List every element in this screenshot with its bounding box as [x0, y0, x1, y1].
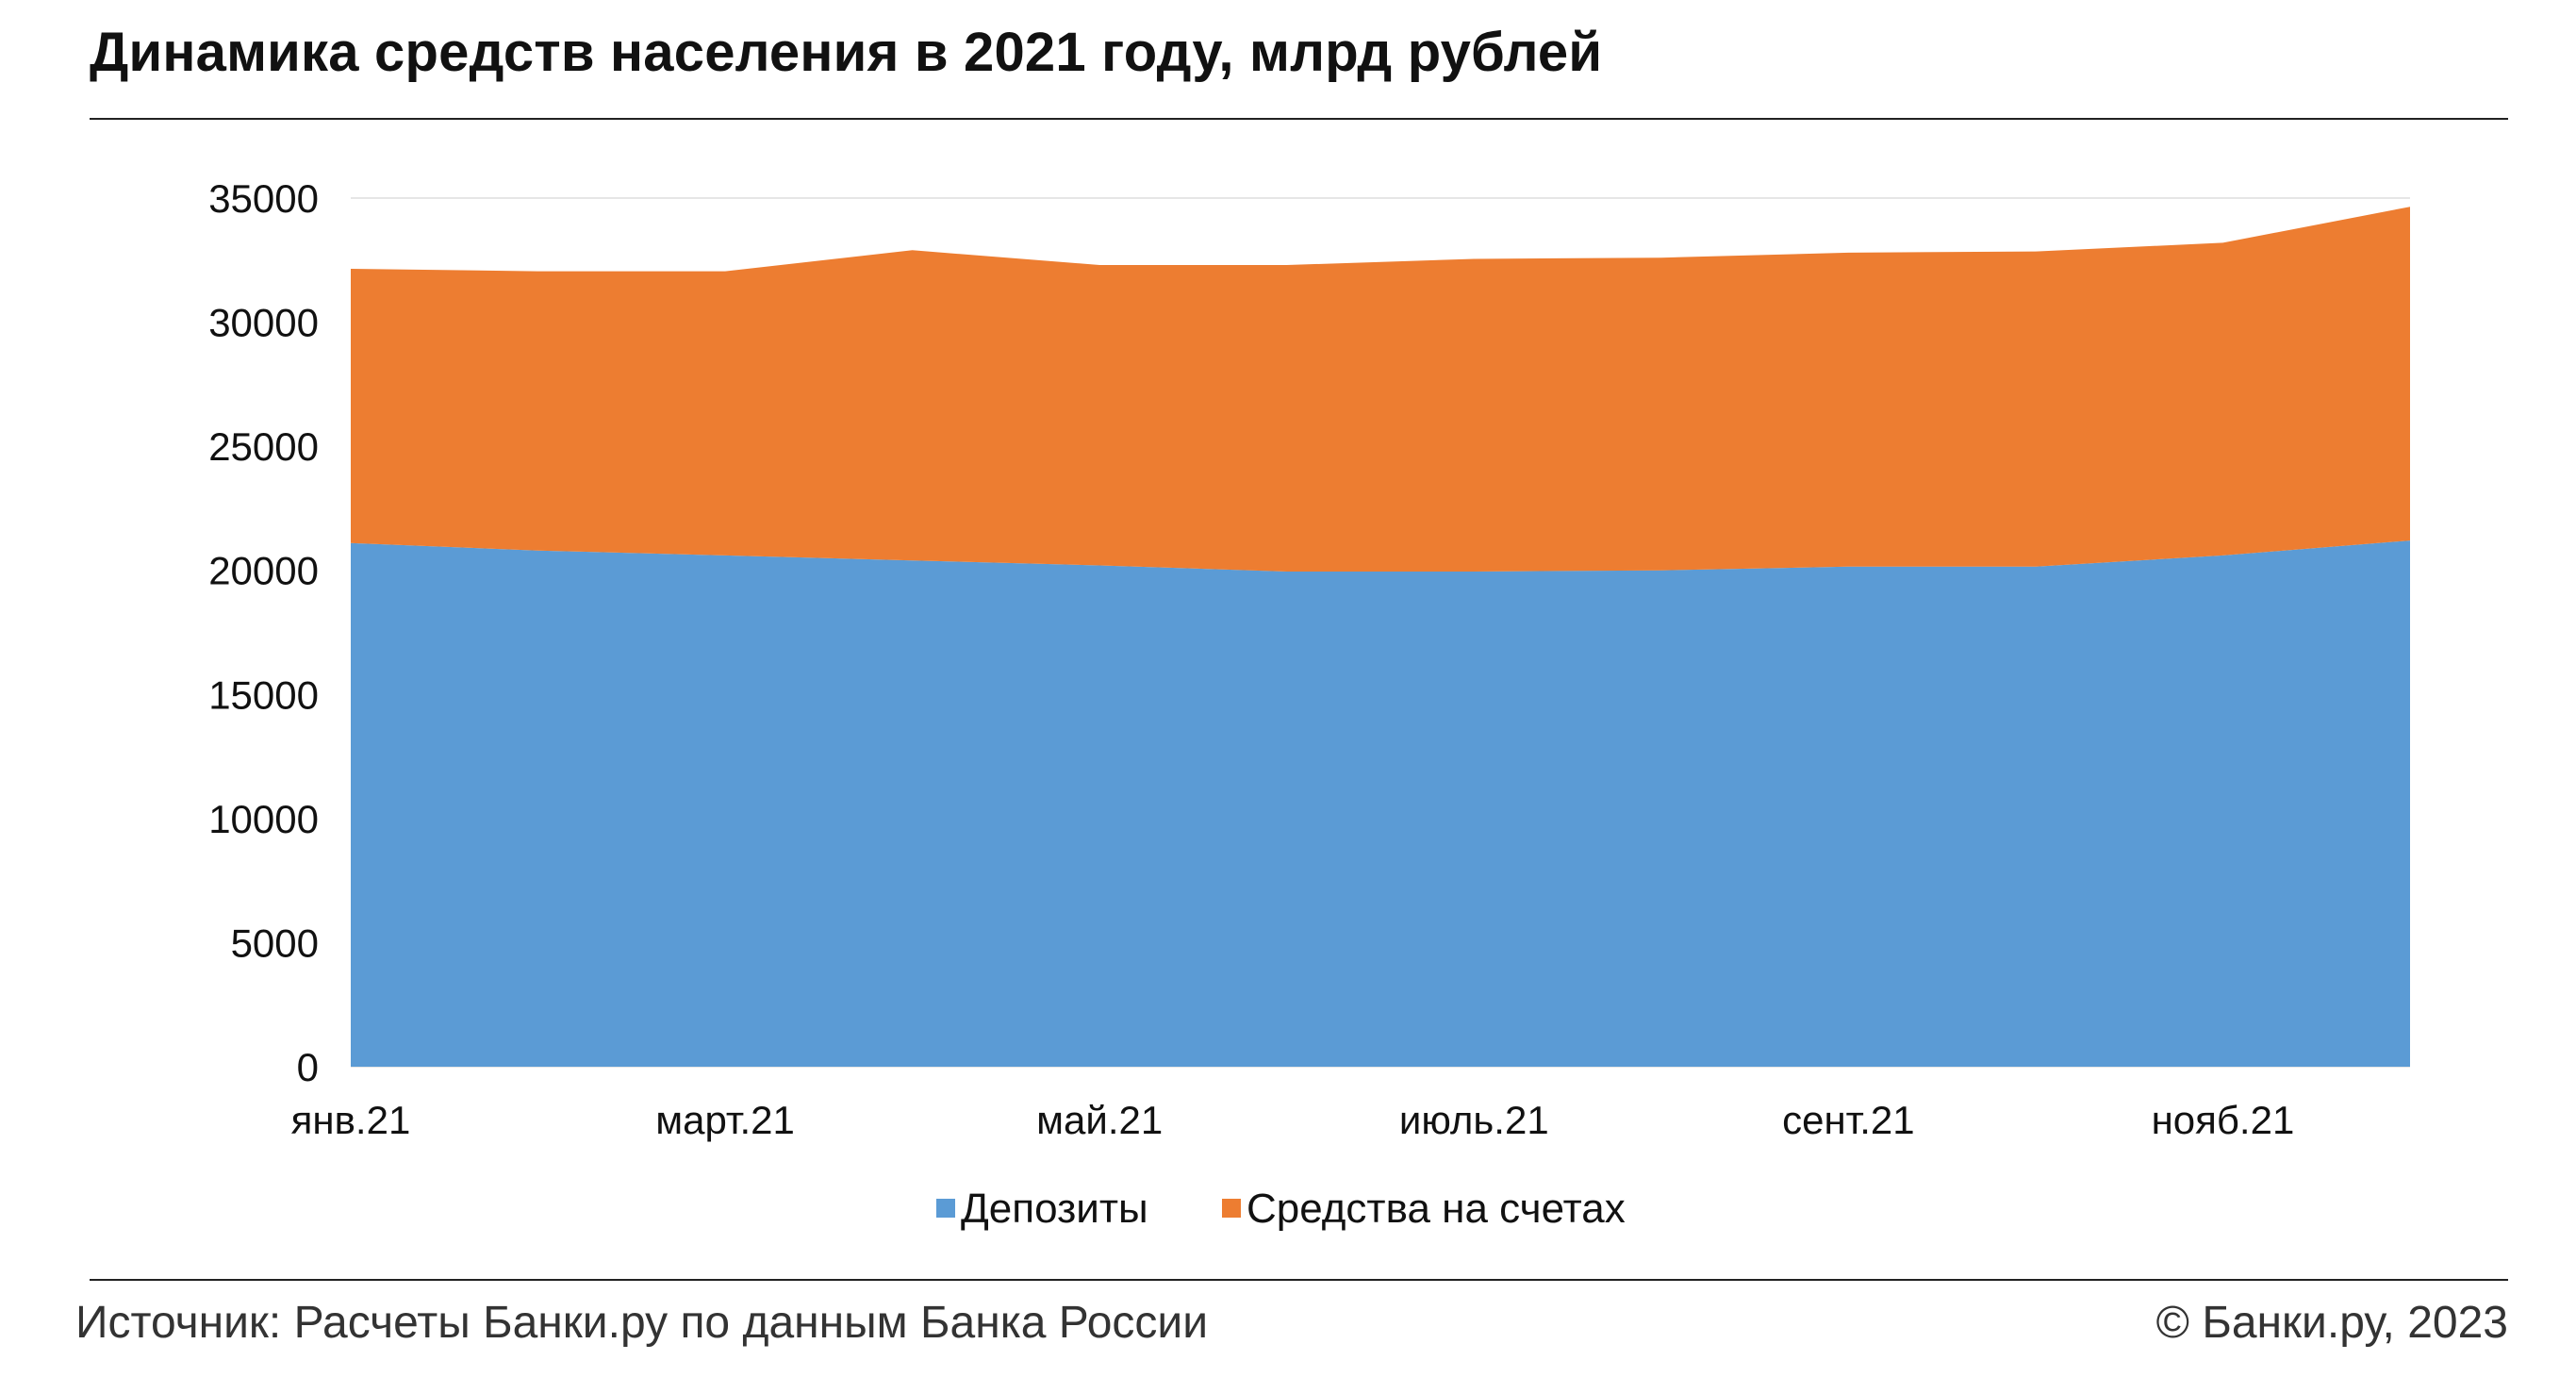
chart-title: Динамика средств населения в 2021 году, … [90, 22, 1603, 83]
legend-label-deposits: Депозиты [961, 1186, 1148, 1232]
legend: Депозиты Средства на счетах [936, 1186, 1626, 1232]
y-tick-label: 30000 [208, 301, 319, 345]
footer-divider [90, 1279, 2508, 1281]
y-tick-label: 15000 [208, 672, 319, 717]
copyright-note: © Банки.ру, 2023 [2155, 1298, 2508, 1348]
area-series-deposits [351, 540, 2410, 1067]
area-series-accounts [351, 207, 2410, 572]
title-divider [90, 118, 2508, 120]
y-tick-label: 0 [297, 1045, 319, 1089]
y-tick-label: 10000 [208, 797, 319, 841]
x-tick-label: июль.21 [1399, 1098, 1549, 1142]
x-tick-label: янв.21 [291, 1098, 411, 1142]
series-areas [351, 207, 2410, 1067]
x-tick-label: сент.21 [1782, 1098, 1915, 1142]
x-tick-label: март.21 [655, 1098, 795, 1142]
source-note: Источник: Расчеты Банки.ру по данным Бан… [75, 1298, 1209, 1348]
y-tick-label: 25000 [208, 424, 319, 469]
x-tick-label: май.21 [1036, 1098, 1163, 1142]
legend-swatch-accounts [1222, 1199, 1241, 1218]
y-axis-ticks: 0 5000 10000 15000 20000 25000 30000 35000 [208, 176, 319, 1089]
legend-label-accounts: Средства на счетах [1247, 1186, 1626, 1232]
y-tick-label: 5000 [231, 921, 319, 965]
x-axis-ticks: янв.21 март.21 май.21 июль.21 сент.21 нояб.21 [291, 1098, 2295, 1142]
x-tick-label: нояб.21 [2152, 1098, 2295, 1142]
y-tick-label: 20000 [208, 549, 319, 593]
legend-swatch-deposits [936, 1199, 955, 1218]
y-tick-label: 35000 [208, 176, 319, 221]
stacked-area-chart: 0 5000 10000 15000 20000 25000 30000 35000 янв.… [208, 176, 2410, 1232]
